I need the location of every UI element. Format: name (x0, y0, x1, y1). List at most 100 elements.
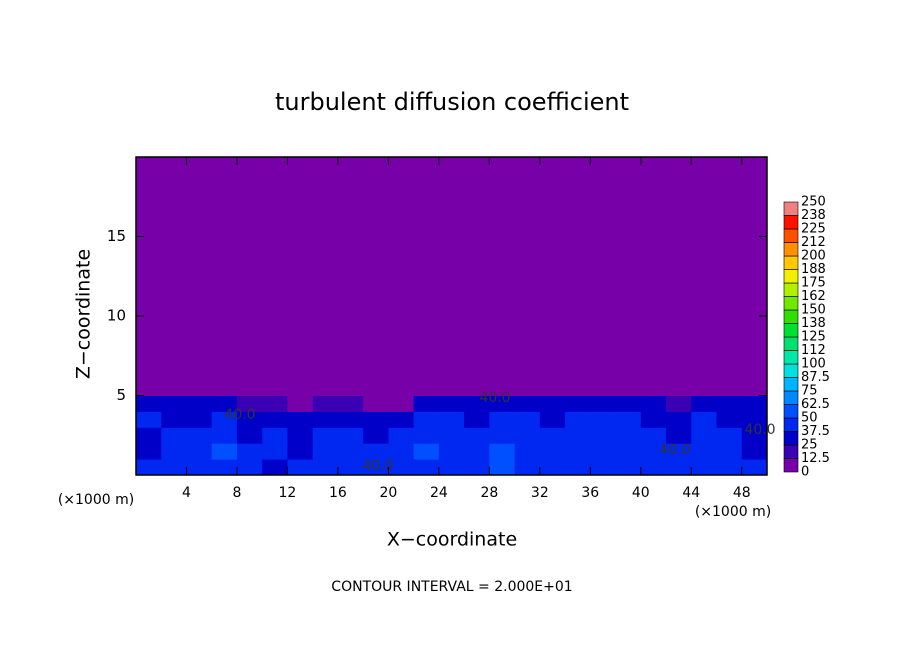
cell (438, 157, 465, 381)
cell (691, 157, 718, 381)
colorbar-swatch (783, 377, 799, 392)
cell (312, 427, 339, 444)
cell (514, 443, 541, 460)
cell (312, 459, 339, 476)
cell (691, 427, 718, 444)
contour-label: 40.0 (362, 458, 393, 474)
cell (262, 157, 288, 381)
colorbar-swatch (783, 296, 799, 311)
cell (438, 395, 465, 412)
cell (211, 379, 238, 396)
cell (514, 459, 541, 476)
cell (539, 157, 566, 381)
cell (565, 157, 591, 381)
cell (640, 411, 667, 428)
cell (287, 157, 314, 381)
cell (186, 427, 213, 444)
cell (716, 395, 743, 412)
cell (464, 443, 490, 460)
cell (186, 395, 213, 412)
cell (161, 443, 187, 460)
cell (565, 379, 591, 396)
cell (716, 157, 743, 381)
cell (161, 157, 187, 381)
colorbar-label: 212 (801, 235, 826, 250)
cell (489, 379, 516, 396)
cell (464, 427, 490, 444)
y-tick-label: 15 (107, 227, 126, 245)
cell (539, 395, 566, 412)
x-tick-label: 4 (182, 485, 191, 501)
cell (211, 459, 238, 476)
cell (716, 411, 743, 428)
cell (186, 459, 213, 476)
x-tick-label: 36 (581, 485, 599, 501)
cell (186, 157, 213, 381)
cell (337, 157, 364, 381)
cell (590, 459, 617, 476)
cell (312, 395, 339, 412)
cell (489, 459, 516, 476)
cell (539, 427, 566, 444)
colorbar-label: 50 (801, 411, 818, 426)
colorbar-label: 150 (801, 303, 826, 318)
cell (337, 459, 364, 476)
colorbar-label: 0 (801, 465, 809, 480)
cell (615, 379, 642, 396)
colorbar-swatch (783, 444, 799, 459)
cell (312, 411, 339, 428)
x-unit: (×1000 m) (695, 504, 771, 520)
colorbar-swatch (783, 228, 799, 243)
cell (539, 443, 566, 460)
x-tick-label: 32 (531, 485, 549, 501)
cell (363, 157, 389, 381)
cell (741, 427, 768, 444)
colorbar-label: 12.5 (801, 451, 830, 466)
cell (666, 427, 692, 444)
chart-title: turbulent diffusion coefficient (275, 88, 629, 116)
cell (211, 157, 238, 381)
cell (312, 443, 339, 460)
cell (262, 459, 288, 476)
cell (741, 379, 768, 396)
colorbar-label: 188 (801, 262, 826, 277)
cell (489, 443, 516, 460)
cell (489, 411, 516, 428)
x-axis-label: X−coordinate (387, 529, 517, 551)
cell (388, 443, 415, 460)
cell (211, 395, 238, 412)
cell (590, 157, 617, 381)
x-tick-label: 16 (329, 485, 347, 501)
cell (741, 395, 768, 412)
cell (312, 379, 339, 396)
colorbar-swatch (783, 336, 799, 351)
cell (236, 395, 263, 412)
cell (615, 157, 642, 381)
cell (464, 395, 490, 412)
colorbar-label: 175 (801, 276, 826, 291)
cell (590, 411, 617, 428)
colorbar-swatch (783, 417, 799, 432)
colorbar-swatch (783, 363, 799, 378)
cell (136, 157, 162, 381)
cell (666, 379, 692, 396)
cell (413, 379, 440, 396)
cell (413, 427, 440, 444)
cell (590, 379, 617, 396)
contour-label: 40.0 (659, 442, 690, 458)
colorbar-label: 162 (801, 289, 826, 304)
colorbar-swatch (783, 323, 799, 338)
cell (640, 443, 667, 460)
cell (413, 459, 440, 476)
cell (388, 395, 415, 412)
cell (438, 411, 465, 428)
colorbar-label: 225 (801, 222, 826, 237)
x-tick-label: 24 (430, 485, 448, 501)
cell (514, 379, 541, 396)
cell (262, 411, 288, 428)
x-unit: (×1000 m) (58, 492, 134, 508)
colorbar-label: 250 (801, 195, 826, 210)
cell (337, 411, 364, 428)
cell (489, 157, 516, 381)
cell (691, 443, 718, 460)
